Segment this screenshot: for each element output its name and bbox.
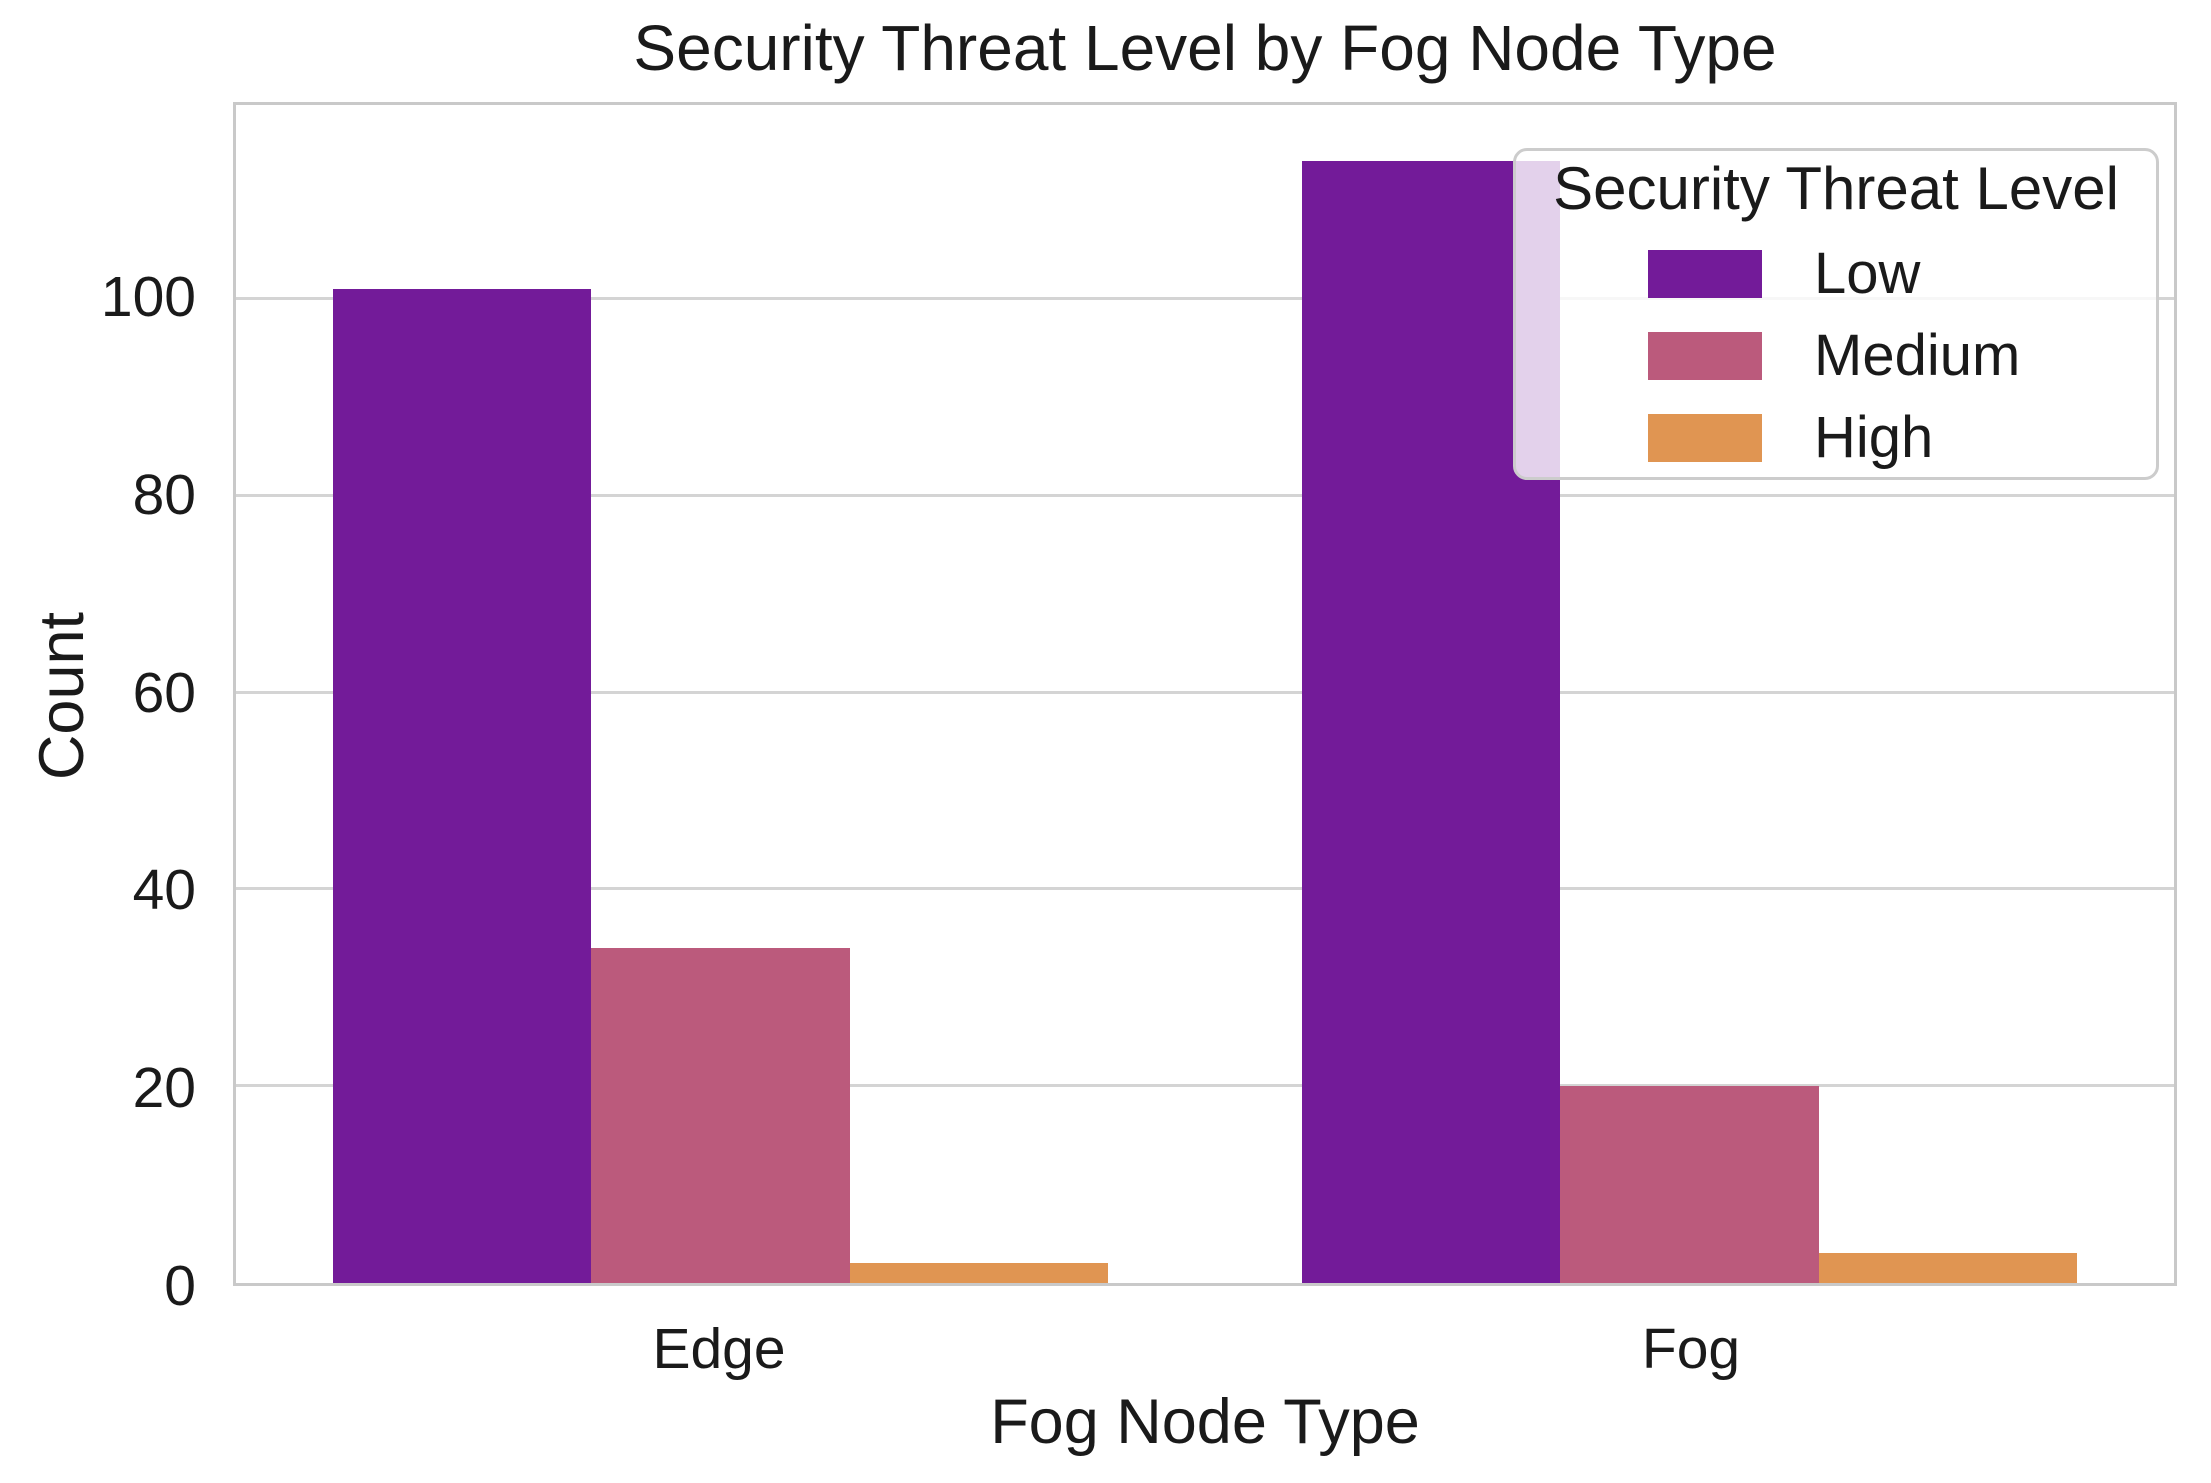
x-axis-label: Fog Node Type <box>990 1387 1420 1457</box>
gridline-20 <box>236 1084 2174 1088</box>
y-tick-label: 80 <box>132 462 196 527</box>
y-tick-label: 40 <box>132 858 196 923</box>
legend-label: Medium <box>1814 323 2021 388</box>
legend-label: Low <box>1814 241 1921 306</box>
legend-label: High <box>1814 405 1934 470</box>
legend-title: Security Threat Level <box>1553 155 2119 222</box>
y-tick-label: 0 <box>164 1254 196 1318</box>
gridline-40 <box>236 887 2174 891</box>
legend-entries: Low Medium High <box>1516 233 2156 479</box>
gridline-80 <box>236 493 2174 497</box>
x-tick-label-edge: Edge <box>652 1317 786 1381</box>
legend-entry-low: Low <box>1648 233 2156 315</box>
y-tick-label: 100 <box>100 264 196 329</box>
y-tick-label: 20 <box>132 1056 196 1121</box>
bar-edge-low <box>333 289 592 1283</box>
legend-swatch-low <box>1648 250 1762 298</box>
x-tick-label-fog: Fog <box>1641 1317 1741 1381</box>
gridline-60 <box>236 690 2174 694</box>
gridline-100 <box>236 296 2174 300</box>
legend-swatch-medium <box>1648 332 1762 380</box>
legend-entry-high: High <box>1648 397 2156 479</box>
y-tick-label: 60 <box>132 660 196 725</box>
legend-swatch-high <box>1648 414 1762 462</box>
bar-edge-medium <box>591 948 850 1283</box>
legend: Security Threat Level Low Medium High <box>1513 148 2159 480</box>
bar-edge-high <box>849 1263 1108 1283</box>
bar-fog-high <box>1818 1253 2077 1283</box>
bar-fog-medium <box>1560 1086 1819 1283</box>
legend-entry-medium: Medium <box>1648 315 2156 397</box>
chart-title: Security Threat Level by Fog Node Type <box>633 12 1777 84</box>
